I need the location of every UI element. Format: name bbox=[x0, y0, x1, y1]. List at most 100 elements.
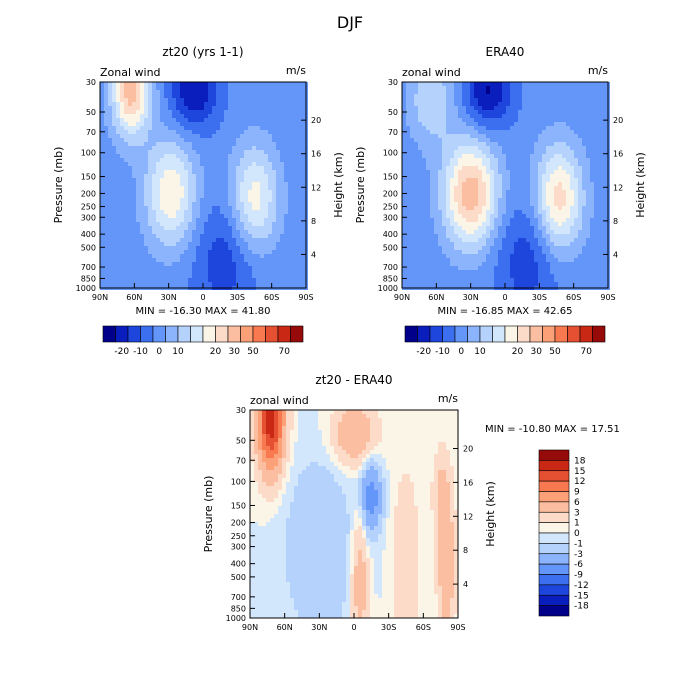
field-cell bbox=[430, 130, 434, 134]
field-cell bbox=[454, 198, 458, 202]
field-cell bbox=[486, 214, 490, 218]
field-cell bbox=[526, 234, 530, 238]
field-cell bbox=[180, 206, 184, 210]
field-cell bbox=[248, 110, 252, 114]
field-cell bbox=[280, 214, 284, 218]
field-cell bbox=[602, 134, 606, 138]
field-cell bbox=[292, 282, 296, 286]
field-cell bbox=[232, 206, 236, 210]
field-cell bbox=[562, 226, 566, 230]
field-cell bbox=[180, 262, 184, 266]
field-cell bbox=[426, 218, 430, 222]
field-cell bbox=[586, 206, 590, 210]
field-cell bbox=[256, 230, 260, 234]
field-cell bbox=[474, 238, 478, 242]
field-cell bbox=[196, 114, 200, 118]
field-cell bbox=[104, 110, 108, 114]
field-cell bbox=[490, 174, 494, 178]
field-cell bbox=[546, 82, 550, 86]
field-cell bbox=[208, 86, 212, 90]
field-cell bbox=[458, 202, 462, 206]
field-cell bbox=[566, 126, 570, 130]
field-cell bbox=[164, 94, 168, 98]
field-cell bbox=[156, 250, 160, 254]
field-cell bbox=[284, 122, 288, 126]
field-cell bbox=[148, 214, 152, 218]
field-cell bbox=[602, 150, 606, 154]
field-cell bbox=[196, 194, 200, 198]
field-cell bbox=[514, 190, 518, 194]
field-cell bbox=[414, 122, 418, 126]
field-cell bbox=[100, 238, 104, 242]
field-cell bbox=[236, 214, 240, 218]
field-cell bbox=[406, 142, 410, 146]
field-cell bbox=[104, 194, 108, 198]
field-cell bbox=[116, 126, 120, 130]
field-cell bbox=[108, 102, 112, 106]
field-cell bbox=[224, 174, 228, 178]
field-cell bbox=[240, 102, 244, 106]
field-cell bbox=[100, 126, 104, 130]
field-cell bbox=[284, 118, 288, 122]
field-cell bbox=[160, 126, 164, 130]
field-cell bbox=[272, 270, 276, 274]
field-cell bbox=[128, 150, 132, 154]
field-cell bbox=[530, 178, 534, 182]
field-cell bbox=[100, 162, 104, 166]
field-cell bbox=[562, 218, 566, 222]
field-cell bbox=[272, 222, 276, 226]
field-cell bbox=[538, 198, 542, 202]
field-cell bbox=[248, 278, 252, 282]
field-cell bbox=[144, 118, 148, 122]
field-cell bbox=[454, 90, 458, 94]
field-cell bbox=[236, 182, 240, 186]
field-cell bbox=[248, 154, 252, 158]
field-cell bbox=[478, 118, 482, 122]
field-cell bbox=[402, 154, 406, 158]
field-cell bbox=[172, 234, 176, 238]
field-cell bbox=[462, 202, 466, 206]
field-cell bbox=[260, 258, 264, 262]
field-cell bbox=[220, 198, 224, 202]
field-cell bbox=[220, 122, 224, 126]
field-cell bbox=[510, 122, 514, 126]
field-cell bbox=[232, 258, 236, 262]
field-cell bbox=[594, 122, 598, 126]
field-cell bbox=[144, 254, 148, 258]
field-cell bbox=[296, 186, 300, 190]
field-cell bbox=[582, 146, 586, 150]
field-cell bbox=[458, 178, 462, 182]
field-cell bbox=[602, 86, 606, 90]
field-cell bbox=[510, 146, 514, 150]
field-cell bbox=[256, 246, 260, 250]
field-cell bbox=[148, 158, 152, 162]
field-cell bbox=[272, 206, 276, 210]
field-cell bbox=[156, 234, 160, 238]
field-cell bbox=[108, 214, 112, 218]
field-cell bbox=[462, 186, 466, 190]
field-cell bbox=[164, 138, 168, 142]
field-cell bbox=[590, 238, 594, 242]
field-cell bbox=[530, 190, 534, 194]
field-cell bbox=[502, 118, 506, 122]
field-cell bbox=[288, 90, 292, 94]
field-cell bbox=[268, 210, 272, 214]
field-cell bbox=[108, 234, 112, 238]
field-cell bbox=[292, 94, 296, 98]
field-cell bbox=[466, 114, 470, 118]
field-cell bbox=[140, 114, 144, 118]
field-cell bbox=[522, 134, 526, 138]
field-cell bbox=[466, 162, 470, 166]
field-cell bbox=[470, 134, 474, 138]
field-cell bbox=[526, 142, 530, 146]
field-cell bbox=[184, 102, 188, 106]
field-cell bbox=[494, 174, 498, 178]
field-cell bbox=[200, 162, 204, 166]
field-cell bbox=[260, 174, 264, 178]
field-cell bbox=[578, 146, 582, 150]
field-cell bbox=[402, 230, 406, 234]
field-cell bbox=[462, 162, 466, 166]
field-cell bbox=[284, 234, 288, 238]
field-cell bbox=[402, 214, 406, 218]
field-cell bbox=[136, 102, 140, 106]
